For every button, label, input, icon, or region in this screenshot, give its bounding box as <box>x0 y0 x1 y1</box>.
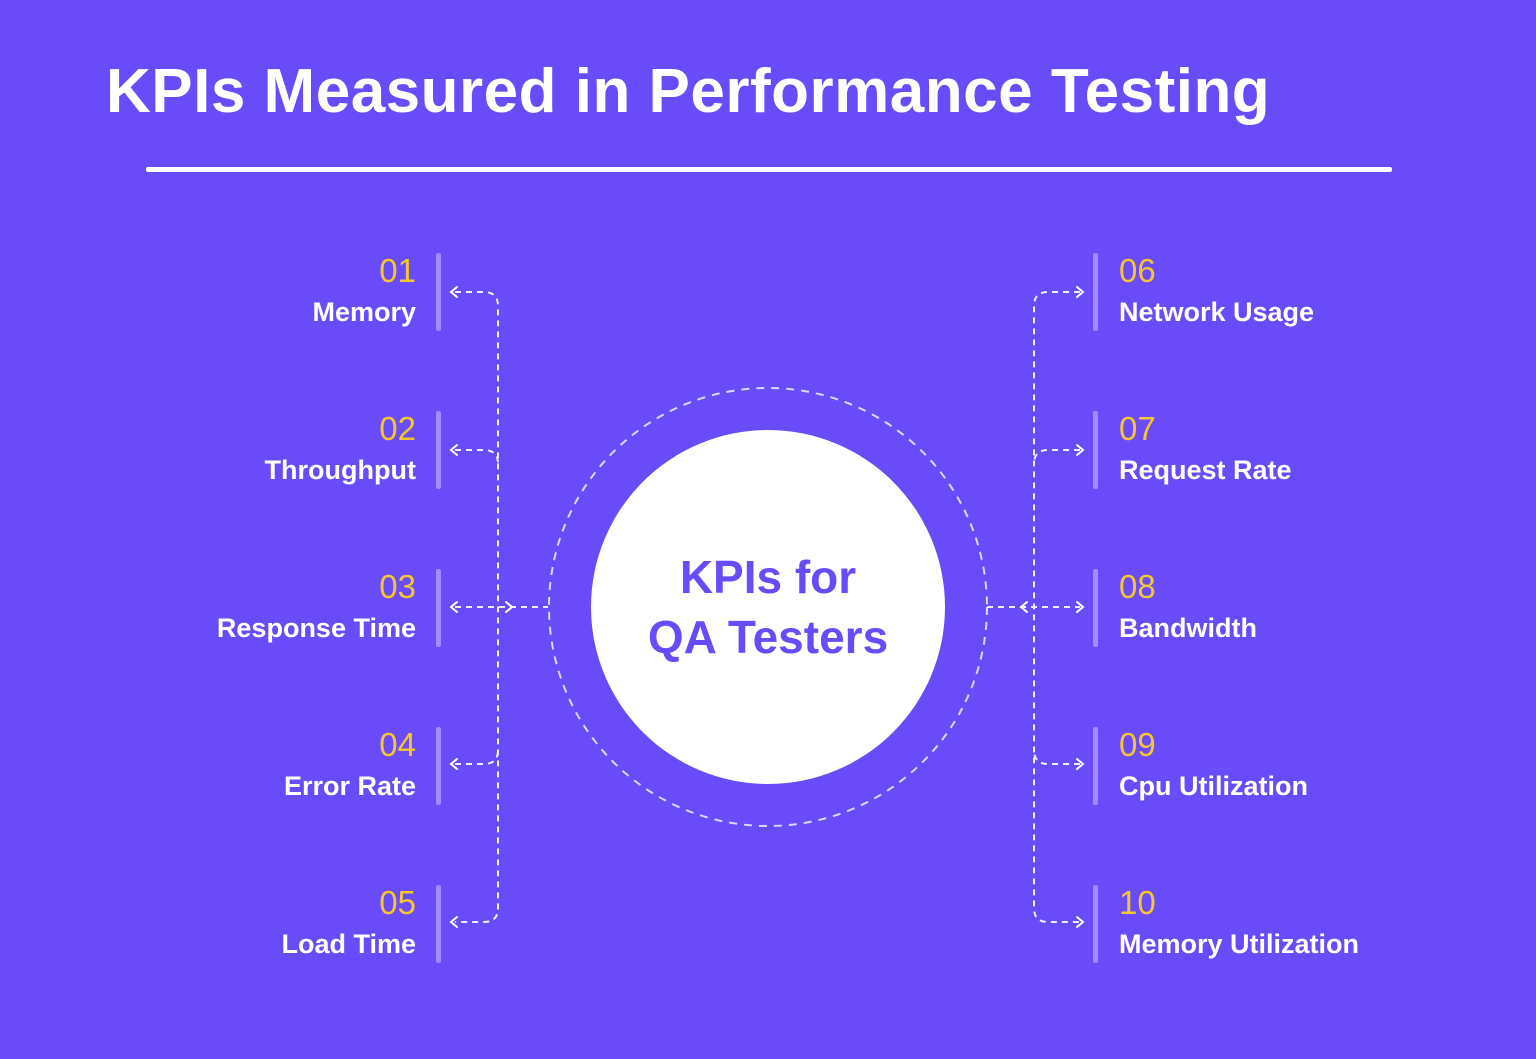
accent-bar <box>1093 727 1098 805</box>
accent-bar <box>1093 253 1098 331</box>
kpi-number: 10 <box>1119 884 1156 921</box>
arrow-left-icon <box>449 444 458 456</box>
arrow-left-icon <box>449 286 458 298</box>
kpi-item-throughput: 02 Throughput <box>76 411 416 487</box>
kpi-label: Memory Utilization <box>1119 929 1360 959</box>
center-hub: KPIs for QA Testers <box>591 430 945 784</box>
accent-bar <box>1093 569 1098 647</box>
arrow-left-icon <box>449 916 458 928</box>
kpi-number: 03 <box>379 568 416 605</box>
title-divider <box>146 167 1392 172</box>
kpi-number: 06 <box>1119 252 1156 289</box>
accent-bar <box>436 411 441 489</box>
kpi-label: Error Rate <box>283 771 416 801</box>
kpi-item-memory: 01 Memory <box>76 253 416 329</box>
arrow-right-icon <box>1076 601 1085 613</box>
kpi-number: 01 <box>379 252 416 289</box>
accent-bar <box>436 727 441 805</box>
center-title-line1: KPIs for <box>679 551 857 603</box>
kpi-label: Throughput <box>264 455 416 485</box>
kpi-number: 02 <box>379 410 416 447</box>
arrow-right-icon <box>1076 916 1085 928</box>
kpi-item-cpu-utilization: 09 Cpu Utilization <box>1119 727 1459 803</box>
kpi-label: Cpu Utilization <box>1119 771 1308 801</box>
kpi-item-bandwidth: 08 Bandwidth <box>1119 569 1459 645</box>
kpi-number: 09 <box>1119 726 1156 763</box>
kpi-item-request-rate: 07 Request Rate <box>1119 411 1459 487</box>
accent-bar <box>436 569 441 647</box>
kpi-label: Request Rate <box>1119 455 1292 485</box>
kpi-label: Bandwidth <box>1119 613 1257 643</box>
page-title: KPIs Measured in Performance Testing <box>106 57 1271 126</box>
kpi-number: 07 <box>1119 410 1156 447</box>
arrow-right-icon <box>1076 286 1085 298</box>
accent-bar <box>1093 885 1098 963</box>
accent-bar <box>1093 411 1098 489</box>
accent-bar <box>436 885 441 963</box>
kpi-number: 08 <box>1119 568 1156 605</box>
kpi-number: 04 <box>379 726 416 763</box>
kpi-item-load-time: 05 Load Time <box>76 885 416 961</box>
arrow-left-icon <box>449 758 458 770</box>
kpi-label: Network Usage <box>1119 297 1315 327</box>
kpi-label: Response Time <box>216 613 416 643</box>
kpi-label: Memory <box>312 297 416 327</box>
arrow-right-icon <box>1076 444 1085 456</box>
kpi-item-network-usage: 06 Network Usage <box>1119 253 1459 329</box>
kpi-number: 05 <box>379 884 416 921</box>
kpi-label: Load Time <box>281 929 416 959</box>
accent-bar <box>436 253 441 331</box>
kpi-item-memory-utilization: 10 Memory Utilization <box>1119 885 1459 961</box>
arrow-right-icon <box>1076 758 1085 770</box>
center-title-line2: QA Testers <box>647 611 889 663</box>
kpi-item-error-rate: 04 Error Rate <box>76 727 416 803</box>
kpi-item-response-time: 03 Response Time <box>76 569 416 645</box>
arrow-left-icon <box>449 601 458 613</box>
